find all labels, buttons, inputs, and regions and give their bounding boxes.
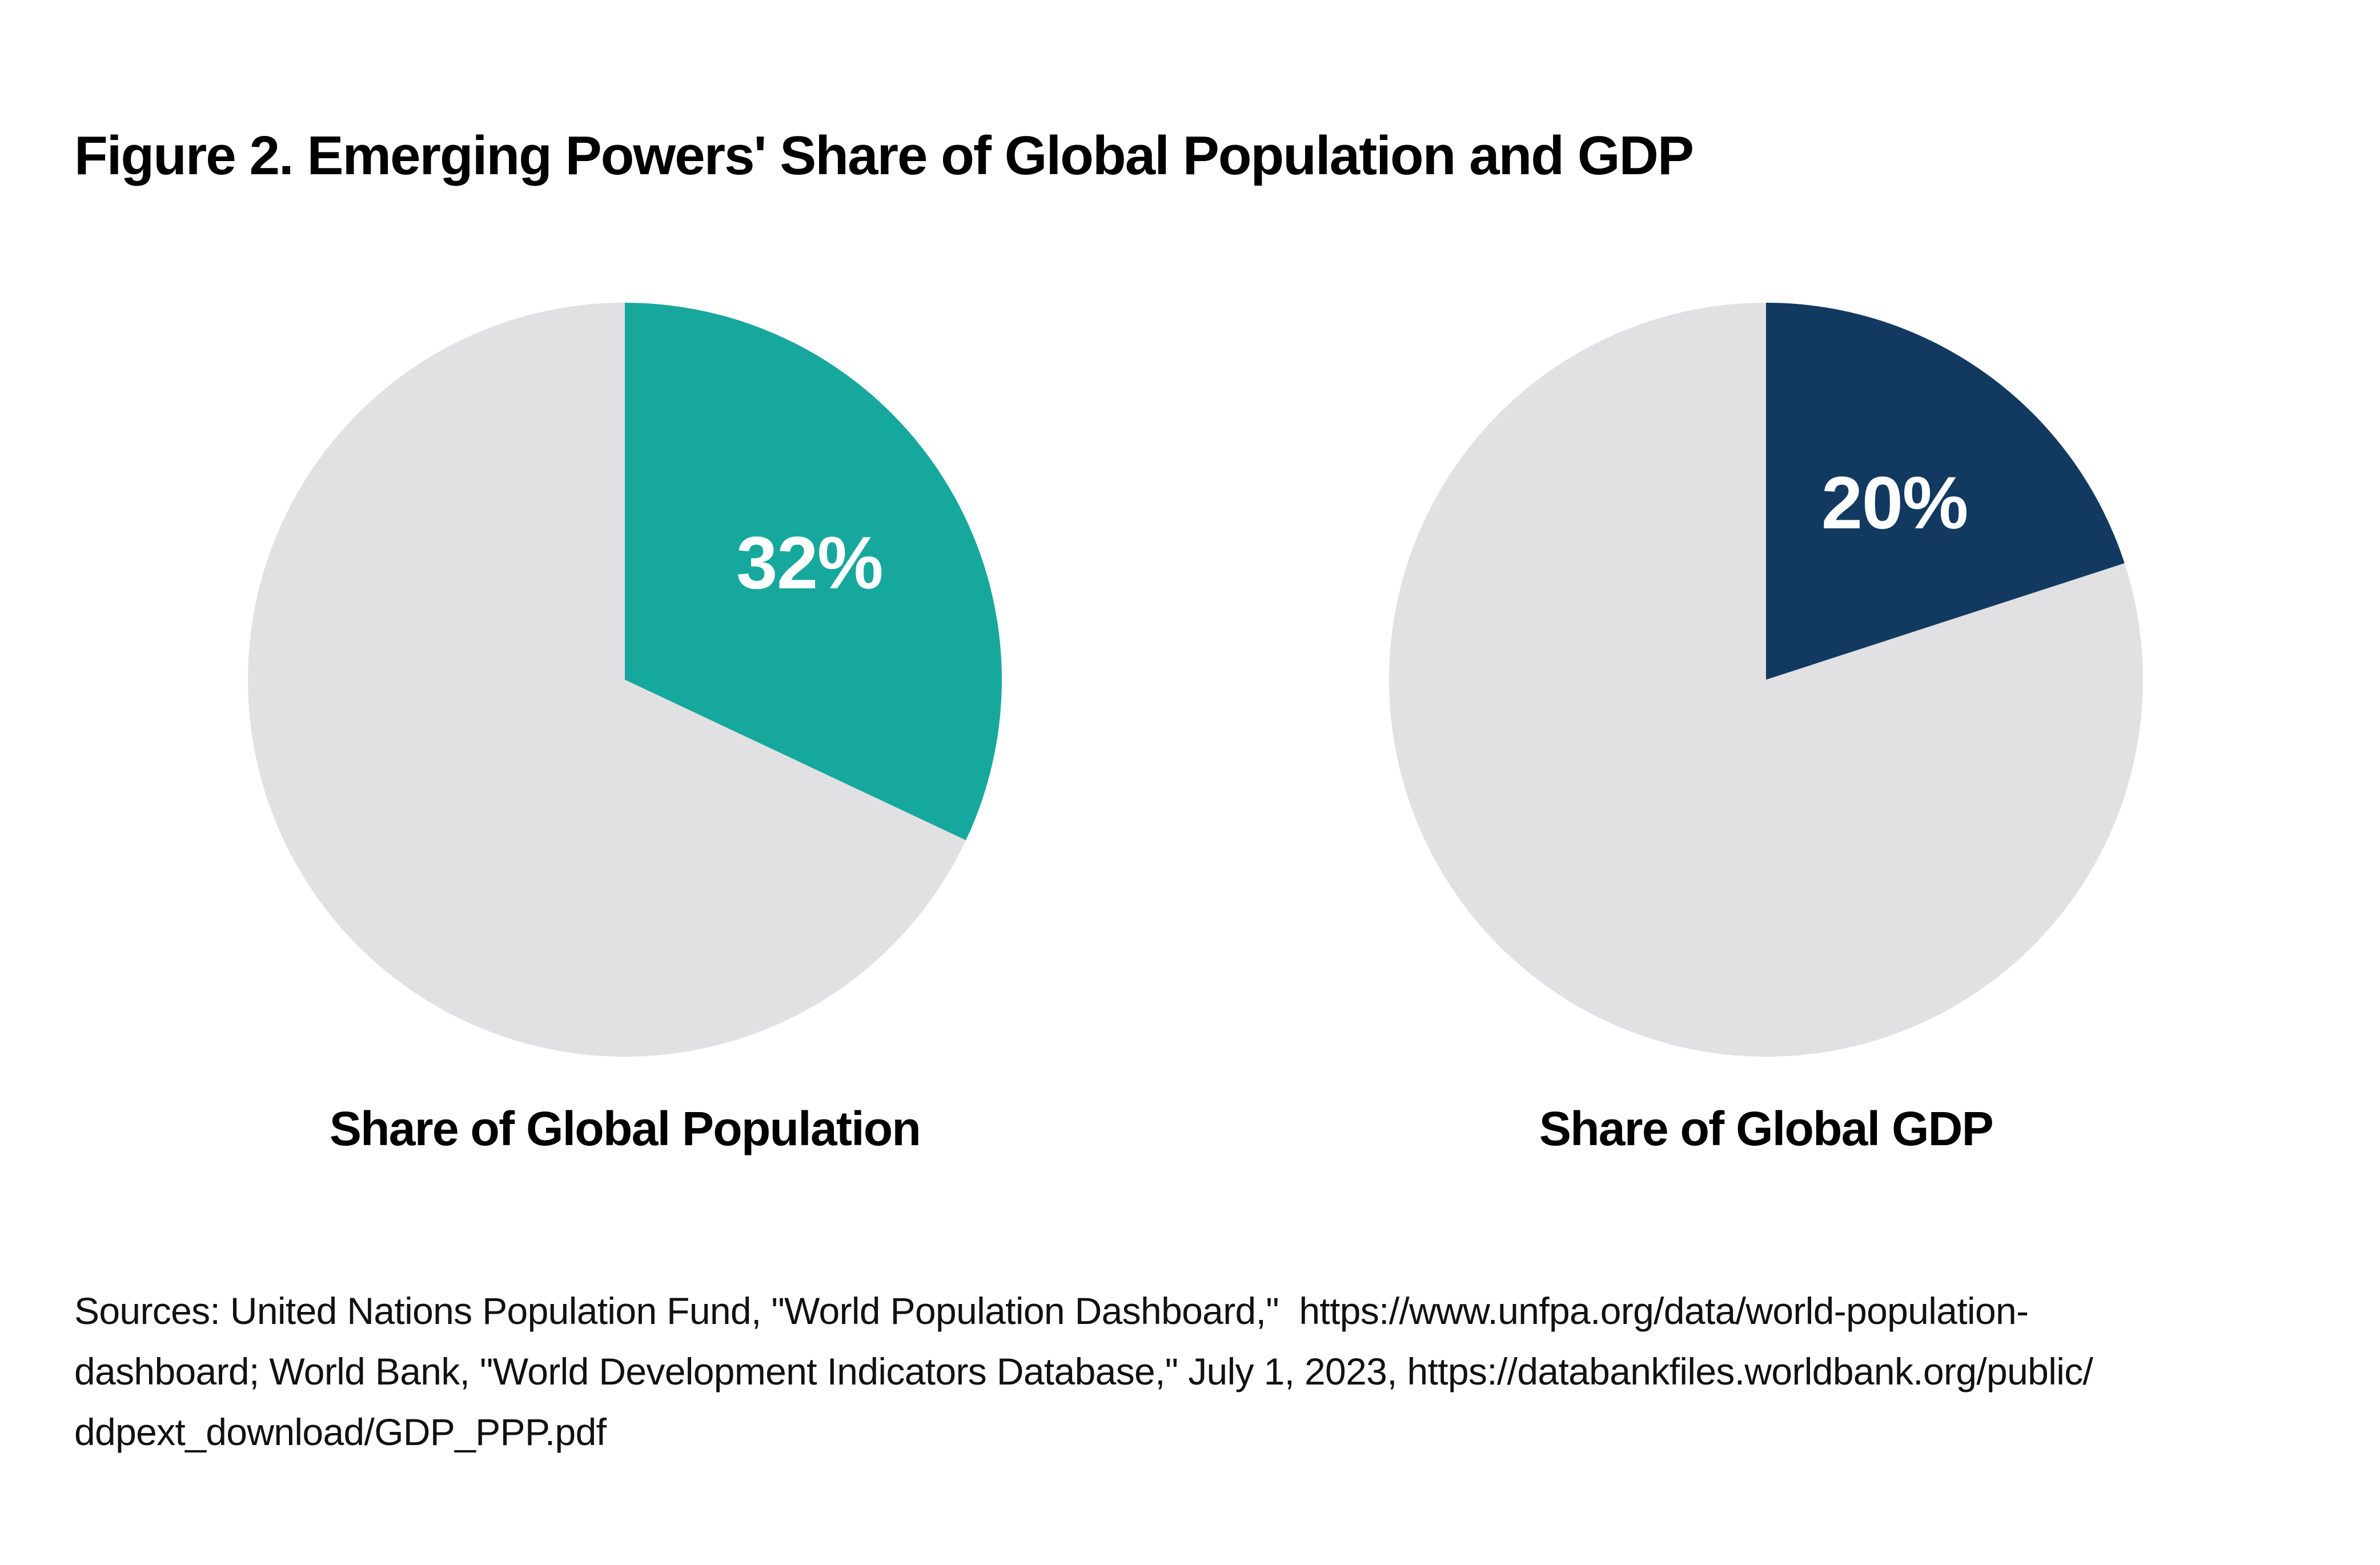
population-pie-caption: Share of Global Population xyxy=(329,1102,921,1155)
figure-title: Figure 2. Emerging Powers' Share of Glob… xyxy=(74,125,1694,186)
sources-note: Sources: United Nations Population Fund,… xyxy=(74,1290,2093,1453)
gdp-pie: 20% xyxy=(1389,303,2143,1057)
population-pie-value-label: 32% xyxy=(736,520,884,604)
population-pie-chart xyxy=(248,303,1002,1057)
gdp-pie-figure: 20% Share of Global GDP xyxy=(1389,303,2143,1155)
gdp-pie-caption: Share of Global GDP xyxy=(1539,1102,1994,1155)
gdp-pie-value-label: 20% xyxy=(1821,461,1969,545)
gdp-pie-chart xyxy=(1389,303,2143,1057)
population-pie-figure: 32% Share of Global Population xyxy=(248,303,1002,1155)
population-pie: 32% xyxy=(248,303,1002,1057)
